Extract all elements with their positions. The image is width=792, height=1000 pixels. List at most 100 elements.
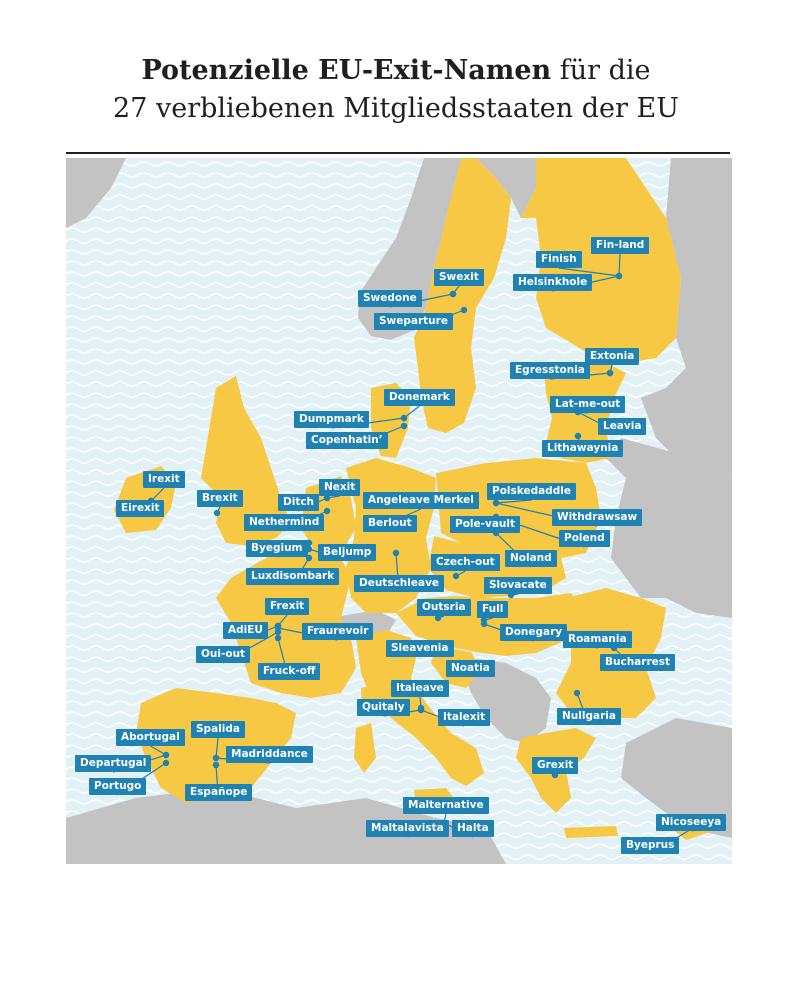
belarus-ukraine [606, 438, 732, 618]
anchor-dot-madriddance [212, 754, 220, 762]
label-malternative: Malternative [403, 797, 489, 814]
label-sleavenia: Sleavenia [386, 640, 454, 657]
label-italexit: Italexit [438, 709, 491, 726]
anchor-dot-withdrawsaw [492, 499, 500, 507]
crete [564, 826, 618, 838]
label-slovacate: Slovacate [484, 577, 552, 594]
finland [521, 158, 681, 363]
label-copenhatin: Copenhatin’ [306, 432, 388, 449]
title-rest: für die [551, 55, 651, 86]
label-maltalavista: Maltalavista [366, 820, 449, 837]
anchor-dot-luxdisombark [305, 554, 313, 562]
anchor-dot-lithawaynia [574, 432, 582, 440]
label-fin-land: Fin-land [591, 237, 650, 254]
label-donegary: Donegary [500, 624, 568, 641]
label-roamania: Roamania [563, 631, 632, 648]
label-nethermind: Nethermind [244, 514, 325, 531]
label-frexit: Frexit [265, 598, 310, 615]
anchor-dot-fruck-off [274, 634, 282, 642]
label-lat-me-out: Lat-me-out [550, 396, 626, 413]
sweden [414, 158, 511, 433]
label-espanope: Españope [185, 784, 253, 801]
anchor-dot-nullgaria [573, 689, 581, 697]
anchor-dot-sweparture [460, 306, 468, 314]
anchor-dot-copenhatin [400, 422, 408, 430]
label-luxdisombark: Luxdisombark [246, 568, 340, 585]
europe-map: Fin-land Finish Helsinkhole Swexit Swedone Sw… [66, 158, 732, 864]
label-beljump: Beljump [318, 544, 377, 561]
iberia [136, 688, 296, 803]
connector-donemark [403, 405, 420, 419]
label-nexit: Nexit [319, 479, 361, 496]
anchor-dot-brexit [213, 509, 221, 517]
label-adieu: AdiEU [223, 622, 268, 639]
title-divider [66, 152, 730, 154]
connector-spalida [215, 737, 219, 759]
label-polskedaddle: Polskedaddle [487, 483, 576, 500]
label-fraurevoir: Fraurevoir [302, 623, 374, 640]
label-leavia: Leavia [598, 418, 647, 435]
map-title: Potenzielle EU-Exit-Namen für die 27 ver… [0, 52, 792, 128]
label-dumpmark: Dumpmark [294, 411, 369, 428]
label-finish: Finish [536, 251, 582, 268]
label-nicoseeya: Nicoseeya [656, 814, 727, 831]
connector-polskedaddle [495, 499, 532, 504]
north-africa [66, 788, 506, 864]
label-deutschleave: Deutschleave [354, 575, 445, 592]
iceland-area [66, 158, 126, 228]
label-pole-vault: Pole-vault [450, 516, 521, 533]
label-outsria: Outsria [417, 599, 471, 616]
label-byeprus: Byeprus [621, 837, 680, 854]
turkey [621, 718, 732, 838]
anchor-dot-nethermind [323, 507, 331, 515]
sardinia [354, 723, 376, 773]
label-quitaly: Quitaly [357, 699, 410, 716]
romania-bulgaria [556, 588, 666, 718]
label-noatia: Noatia [446, 660, 495, 677]
connector-finish [558, 267, 620, 277]
label-egresstonia: Egresstonia [510, 362, 590, 379]
anchor-dot-dumpmark [400, 414, 408, 422]
anchor-dot-czech-out [452, 572, 460, 580]
anchor-dot-portugo [162, 759, 170, 767]
label-helsinkhole: Helsinkhole [513, 274, 593, 291]
label-portugo: Portugo [89, 778, 147, 795]
label-irexit: Irexit [143, 471, 185, 488]
label-madriddance: Madriddance [226, 746, 313, 763]
title-line-1: Potenzielle EU-Exit-Namen für die [0, 52, 792, 90]
label-spalida: Spalida [191, 721, 245, 738]
label-donemark: Donemark [384, 389, 455, 406]
anchor-dot-oui-out [274, 628, 282, 636]
label-sweparture: Sweparture [374, 313, 453, 330]
label-extonia: Extonia [585, 348, 640, 365]
label-halta: Halta [452, 820, 494, 837]
label-brexit: Brexit [197, 490, 243, 507]
label-withdrawsaw: Withdrawsaw [552, 509, 643, 526]
label-angeleave-merkel: Angeleave Merkel [363, 492, 479, 509]
label-czech-out: Czech-out [431, 554, 500, 571]
label-byegium: Byegium [246, 540, 308, 557]
label-abortugal: Abortugal [116, 729, 185, 746]
label-ditch: Ditch [278, 494, 320, 511]
label-departugal: Departugal [75, 755, 152, 772]
anchor-dot-helsinkhole [615, 272, 623, 280]
non-eu-land [66, 158, 732, 864]
title-bold: Potenzielle EU-Exit-Namen [141, 55, 552, 86]
label-lithawaynia: Lithawaynia [542, 440, 624, 457]
title-line-2: 27 verbliebenen Mitgliedsstaaten der EU [113, 93, 679, 124]
label-italeave: Italeave [391, 680, 449, 697]
russia-karelia [641, 158, 732, 478]
anchor-dot-departugal [162, 751, 170, 759]
connector-fin-land [618, 253, 621, 277]
label-nullgaria: Nullgaria [557, 708, 621, 725]
label-swexit: Swexit [434, 269, 484, 286]
anchor-dot-swedone [449, 290, 457, 298]
anchor-dot-espanope [212, 761, 220, 769]
anchor-dot-egresstonia [606, 369, 614, 377]
anchor-dot-outsria [434, 614, 442, 622]
label-eirexit: Eirexit [116, 500, 165, 517]
anchor-dot-donegary [480, 620, 488, 628]
label-bucharrest: Bucharrest [600, 654, 676, 671]
label-oui-out: Oui-out [196, 646, 251, 663]
label-full: Full [477, 601, 509, 618]
